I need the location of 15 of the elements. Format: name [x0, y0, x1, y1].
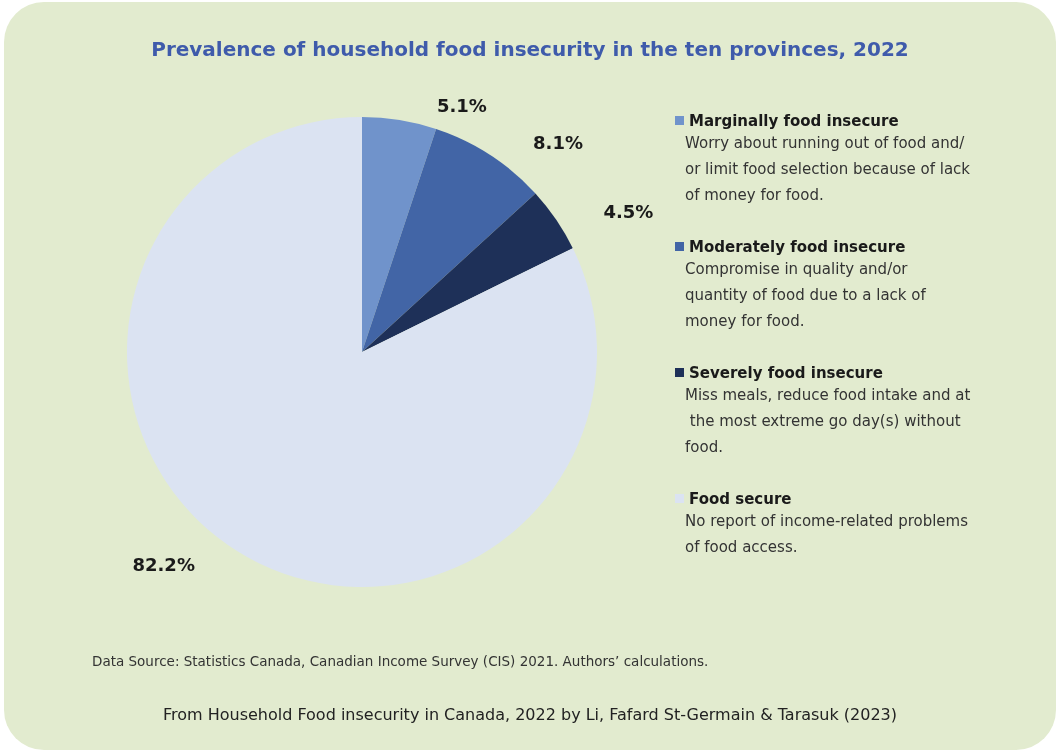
- legend-label: Moderately food insecure: [689, 237, 906, 256]
- data-label: 4.5%: [603, 200, 654, 222]
- text: Miss meals, reduce food intake and at the most extreme go day(s) without food.: [685, 386, 971, 456]
- chart-title: Prevalence of household food insecurity in the ten provinces, 2022: [151, 37, 909, 61]
- legend-label: Marginally food insecure: [689, 111, 899, 130]
- text: No report of income-related problems of food access.: [685, 512, 973, 556]
- text: From Household Food insecurity in Canada, 2022 by Li, Fafard St-Germain & Tarasuk (2023): [162, 704, 898, 724]
- text: Worry about running out of food and/or limit food selection because of lack of money for food.: [685, 134, 975, 204]
- legend-label: Food secure: [689, 489, 792, 508]
- text: Compromise in quality and/or quantity of food due to a lack of money for food.: [685, 260, 931, 330]
- source-note: Data Source: Statistics Canada, Canadian Income Survey (CIS) 2021. Authors’ calculations.: [92, 653, 709, 669]
- data-label: 8.1%: [533, 131, 583, 153]
- legend-label: Severely food insecure: [689, 363, 883, 382]
- data-label: 82.2%: [132, 553, 195, 575]
- data-label: 5.1%: [436, 94, 487, 116]
